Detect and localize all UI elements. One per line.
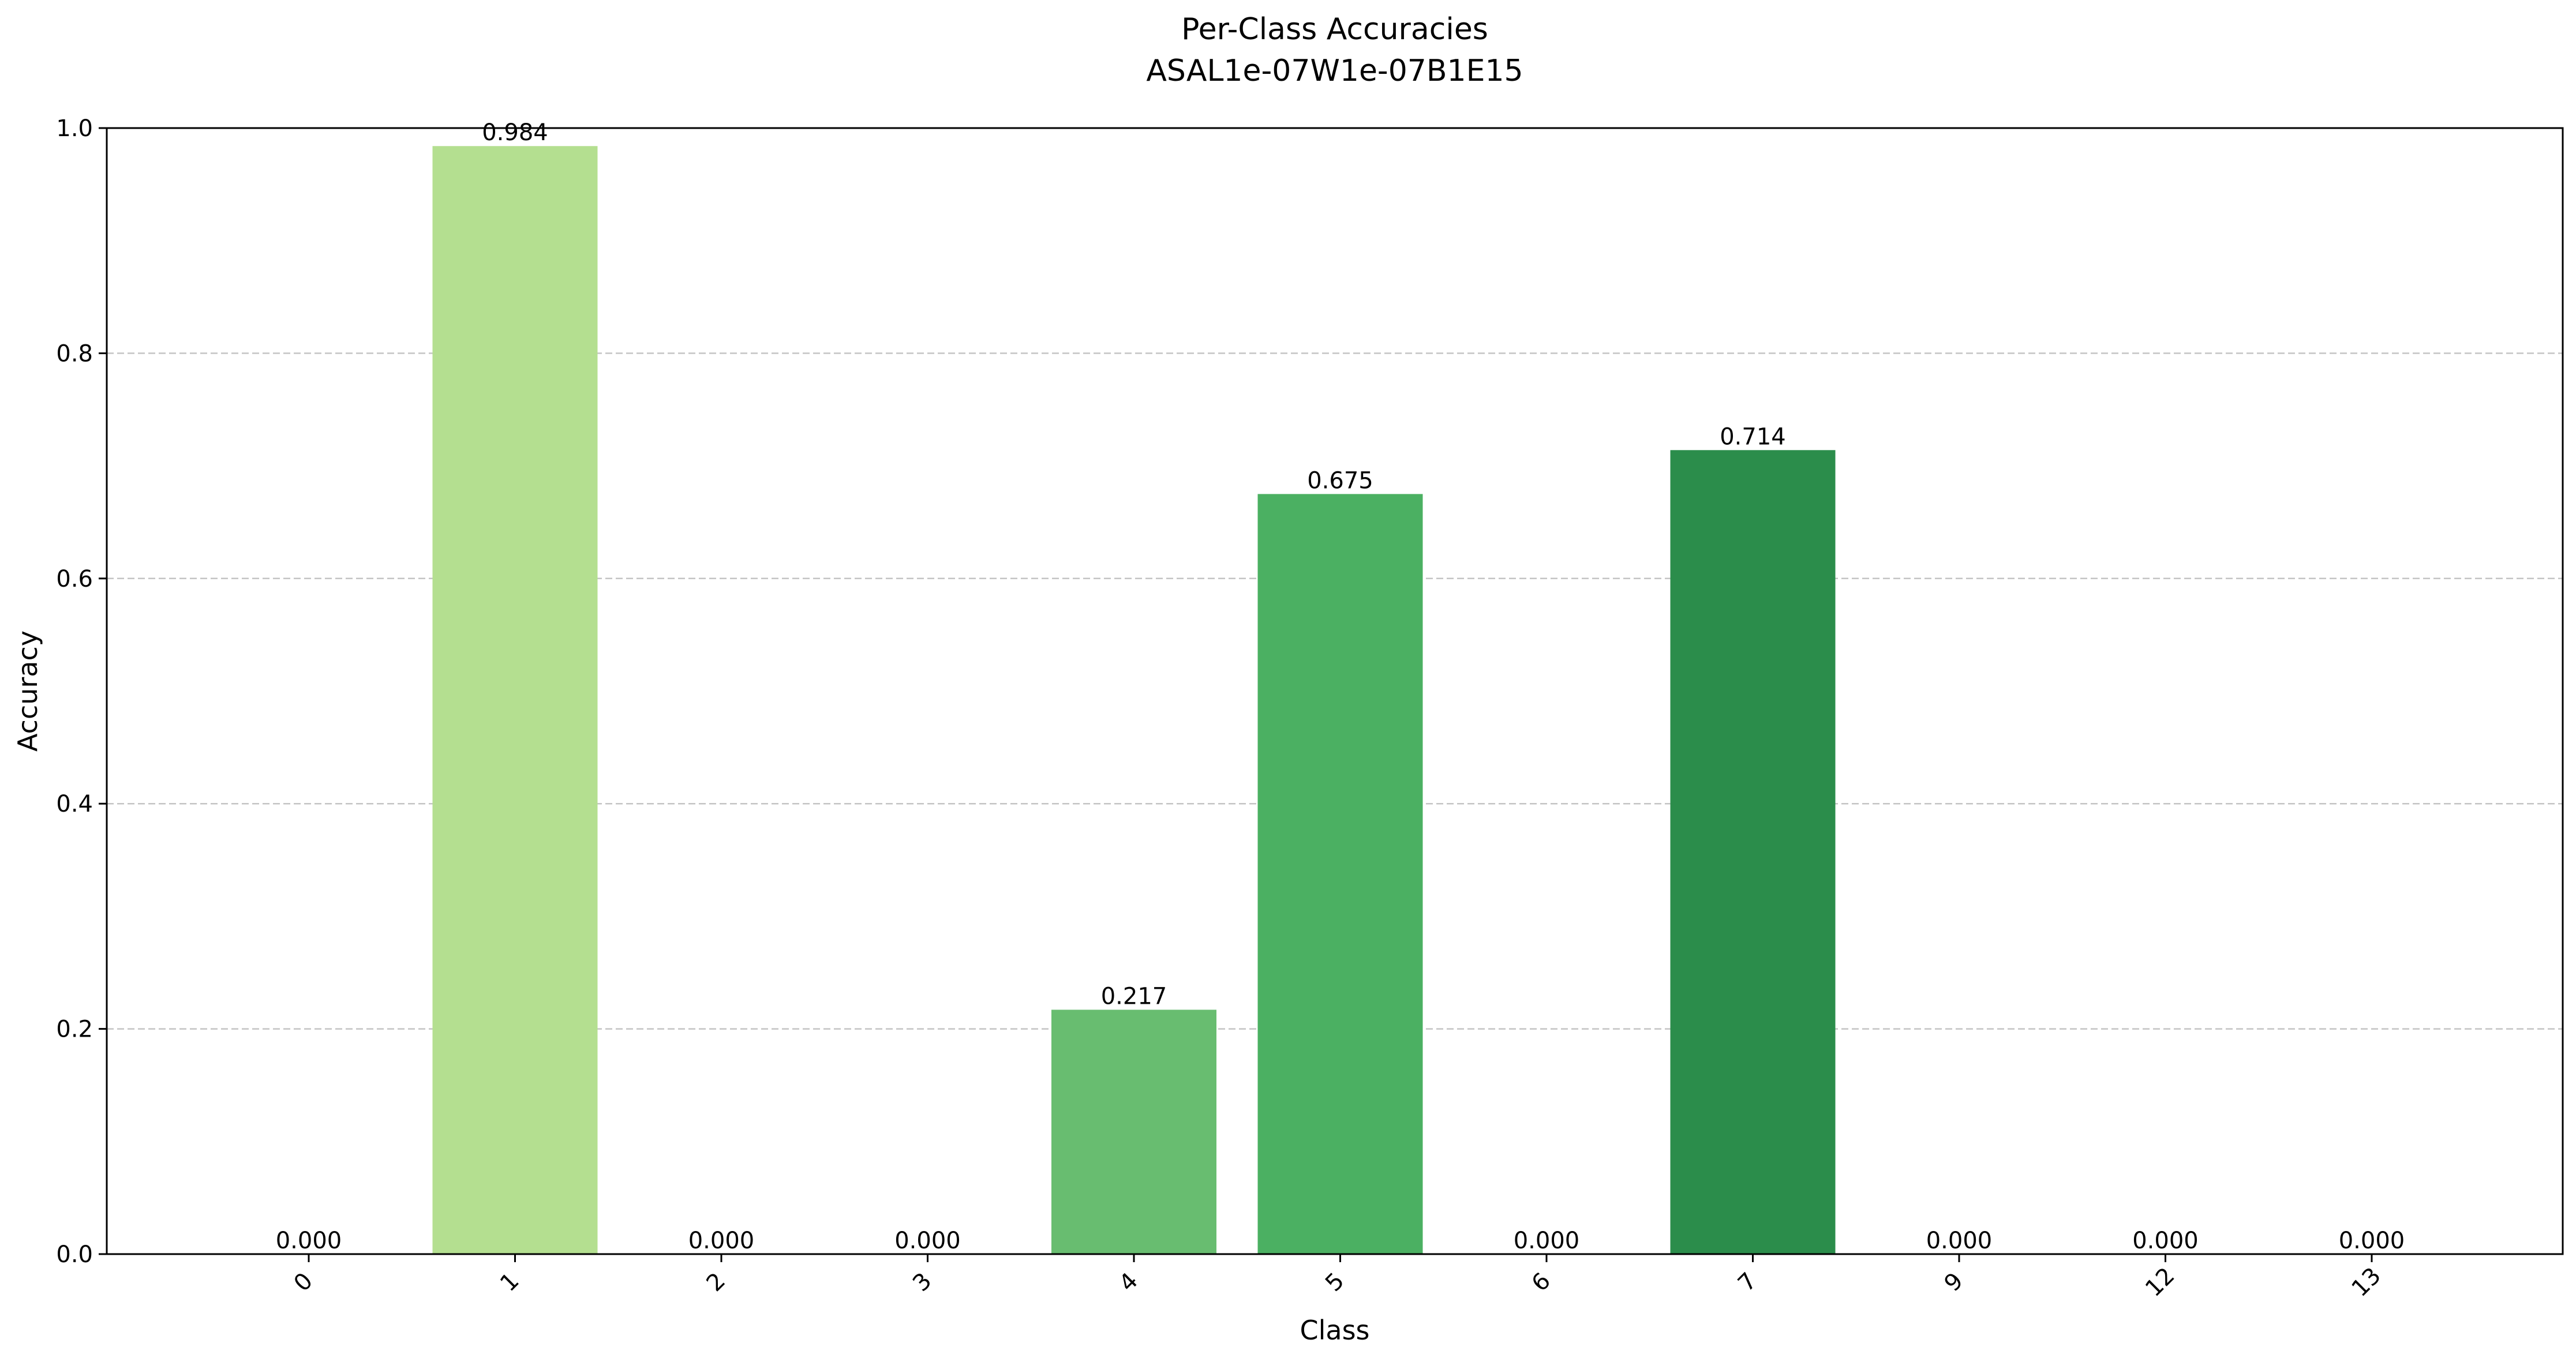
plot-frame [106, 127, 2564, 1255]
value-label-7: 0.714 [1720, 423, 1786, 450]
y-tick-label: 1.0 [56, 115, 93, 142]
bar-5 [1257, 494, 1423, 1254]
value-label-9: 0.000 [1926, 1228, 1993, 1254]
bar-4 [1051, 1010, 1216, 1254]
y-tick-label: 0.4 [56, 791, 93, 817]
value-label-0: 0.000 [276, 1228, 342, 1254]
value-label-6: 0.000 [1514, 1228, 1580, 1254]
bar-1 [432, 146, 598, 1255]
value-label-13: 0.000 [2339, 1228, 2405, 1254]
value-label-5: 0.675 [1307, 467, 1373, 494]
bars [432, 146, 1836, 1255]
y-axis-ticks: 0.0 0.2 0.4 0.6 0.8 1.0 [56, 115, 107, 1268]
value-label-4: 0.217 [1101, 983, 1167, 1010]
bar-7 [1670, 450, 1836, 1254]
chart-title: Per-Class Accuracies [1181, 12, 1488, 47]
y-axis-label: Accuracy [12, 631, 43, 752]
y-tick-label: 0.0 [56, 1241, 93, 1268]
chart-subtitle: ASAL1e-07W1e-07B1E15 [1146, 54, 1523, 88]
value-label-12: 0.000 [2132, 1228, 2199, 1254]
value-labels: 0.000 0.984 0.000 0.000 0.217 0.675 0.000 0.714… [276, 119, 2405, 1254]
y-tick-label: 0.6 [56, 566, 93, 592]
value-label-1: 0.984 [482, 119, 548, 146]
value-label-2: 0.000 [688, 1228, 755, 1254]
y-tick-label: 0.8 [56, 340, 93, 367]
y-tick-label: 0.2 [56, 1016, 93, 1043]
value-label-3: 0.000 [894, 1228, 961, 1254]
x-axis-label: Class [1300, 1315, 1369, 1346]
